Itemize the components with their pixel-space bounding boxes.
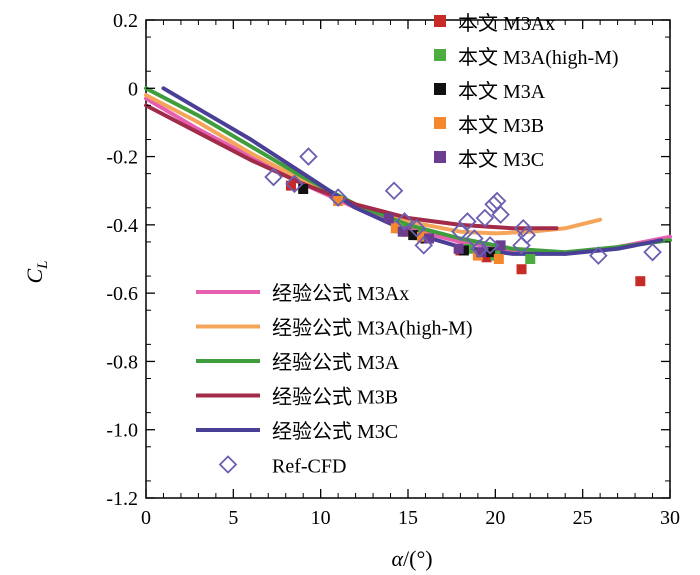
ref-cfd-point bbox=[512, 236, 531, 255]
plot-border bbox=[145, 19, 671, 499]
scatter-point-series-3 bbox=[390, 223, 401, 234]
x-tick-label: 20 bbox=[485, 507, 505, 529]
legend-line-label-3: 经验公式 M3B bbox=[272, 386, 398, 409]
legend-marker-2 bbox=[434, 83, 446, 95]
y-tick-label: -0.8 bbox=[106, 351, 138, 373]
scatter-point-series-1 bbox=[464, 243, 475, 254]
empirical-line-3 bbox=[144, 103, 559, 231]
y-axis-label: CL bbox=[22, 260, 51, 283]
scatter-point-series-0 bbox=[285, 180, 296, 191]
legend-line-label-2: 经验公式 M3A bbox=[272, 351, 400, 374]
x-tick-label: 5 bbox=[228, 507, 238, 529]
ref-cfd-markers bbox=[264, 147, 662, 265]
x-tick-label: 15 bbox=[398, 507, 418, 529]
legend-line-label-1: 经验公式 M3A(high-M) bbox=[272, 317, 473, 340]
y-tick-label: -1.0 bbox=[106, 420, 138, 442]
x-tick-label: 30 bbox=[660, 507, 680, 529]
legend-scatter: 本文 M3Ax 本文 M3A(high-M) 本文 M3A 本文 M3B 本文 M3C bbox=[434, 12, 619, 171]
ref-cfd-point bbox=[470, 239, 489, 259]
scatter-point-series-4 bbox=[383, 213, 394, 224]
legend-label-3: 本文 M3B bbox=[458, 114, 544, 137]
ref-cfd-point bbox=[264, 167, 283, 187]
axes: 0 5 10 15 20 25 30 -1.2 -1.0 -0.8 -0.6 -0.4 -0.2 0 0.2 bbox=[106, 10, 680, 529]
ref-cfd-point bbox=[514, 218, 533, 238]
ref-cfd-point bbox=[395, 212, 414, 231]
legend-ref-marker bbox=[218, 455, 238, 474]
ref-cfd-point bbox=[414, 236, 433, 255]
legend-label-2: 本文 M3A bbox=[458, 80, 546, 103]
x-tick-label: 25 bbox=[573, 507, 593, 529]
scatter-point-series-3 bbox=[333, 195, 344, 206]
scatter-point-series-3 bbox=[416, 231, 427, 242]
ref-cfd-point bbox=[643, 242, 662, 262]
legend-label-1: 本文 M3A(high-M) bbox=[458, 46, 619, 69]
ref-cfd-point bbox=[475, 208, 495, 228]
legend-marker-1 bbox=[434, 49, 446, 61]
y-tick-label: 0.2 bbox=[113, 10, 138, 32]
empirical-line-1 bbox=[144, 93, 603, 236]
y-tick-label: -0.6 bbox=[106, 283, 138, 305]
scatter-point-series-0 bbox=[516, 264, 527, 275]
y-tick-label: -0.4 bbox=[106, 215, 138, 237]
scatter-point-series-2 bbox=[408, 230, 419, 241]
legend-marker-0 bbox=[434, 15, 446, 27]
y-tick-label: 0 bbox=[128, 78, 138, 100]
ref-cfd-point bbox=[458, 212, 477, 231]
legend-ref-label: Ref-CFD bbox=[272, 456, 346, 478]
legend-line-label-4: 经验公式 M3C bbox=[272, 420, 398, 443]
legend-marker-3 bbox=[434, 117, 446, 129]
legend-lines: 经验公式 M3Ax 经验公式 M3A(high-M) 经验公式 M3A 经验公式 M3… bbox=[196, 282, 473, 478]
ref-cfd-point bbox=[480, 236, 500, 255]
ref-cfd-point bbox=[285, 174, 304, 194]
scatter-point-series-4 bbox=[495, 240, 506, 251]
x-axis-label: α/(°) bbox=[391, 546, 432, 571]
x-tick-label: 0 bbox=[141, 507, 151, 529]
scatter-point-series-0 bbox=[635, 276, 646, 287]
y-tick-label: -1.2 bbox=[106, 488, 138, 510]
ref-cfd-point bbox=[384, 181, 404, 200]
scatter-point-series-4 bbox=[476, 247, 487, 258]
plot-frame bbox=[145, 19, 671, 499]
scatter-point-series-2 bbox=[298, 184, 309, 195]
scatter-point-series-4 bbox=[397, 226, 408, 237]
legend-line-label-0: 经验公式 M3Ax bbox=[272, 282, 409, 305]
scatter-point-series-1 bbox=[525, 254, 536, 264]
ref-cfd-point bbox=[407, 218, 427, 238]
legend-label-0: 本文 M3Ax bbox=[458, 12, 555, 35]
scatter-point-series-0 bbox=[481, 252, 492, 263]
scatter-point-series-3 bbox=[493, 254, 504, 264]
ref-cfd-point bbox=[589, 246, 608, 265]
legend-marker-4 bbox=[434, 151, 446, 163]
scatter-point-series-2 bbox=[458, 245, 469, 256]
ref-cfd-point bbox=[491, 205, 510, 224]
scatter-point-series-4 bbox=[453, 243, 464, 254]
legend-label-4: 本文 M3C bbox=[458, 148, 544, 171]
ref-cfd-point bbox=[328, 188, 348, 207]
y-tick-label: -0.2 bbox=[106, 147, 138, 169]
ref-cfd-point bbox=[299, 147, 318, 166]
scatter-point-series-4 bbox=[423, 233, 434, 244]
x-tick-label: 10 bbox=[311, 507, 331, 529]
